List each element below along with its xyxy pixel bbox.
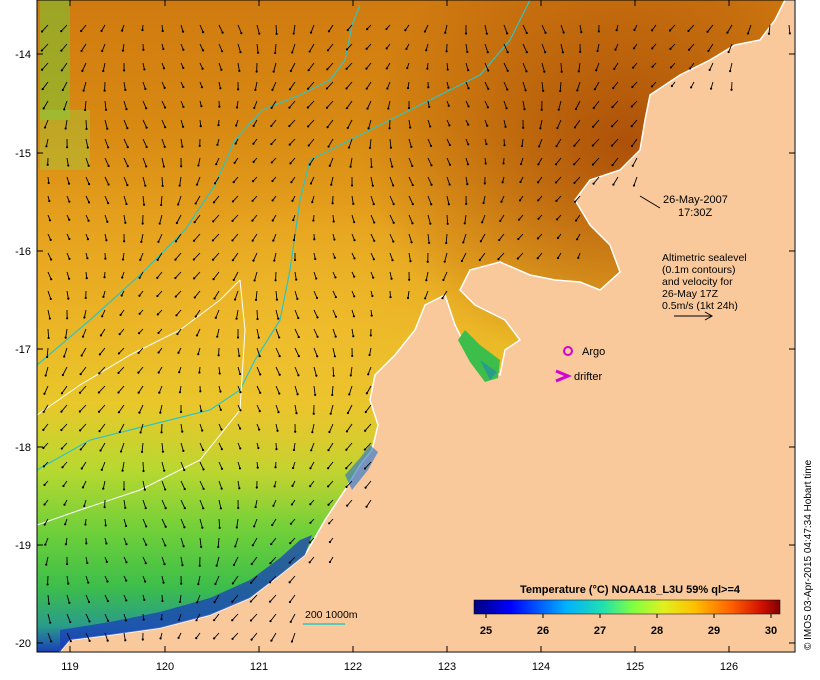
- plot-frame: [36, 0, 796, 653]
- y-tick-label: -17: [15, 344, 31, 356]
- isobath-1000m: [37, 0, 531, 471]
- time-label: 17:30Z: [678, 207, 713, 219]
- x-tick-label: 126: [720, 661, 738, 673]
- x-tick-label: 121: [250, 661, 268, 673]
- y-tick-label: -18: [15, 442, 31, 454]
- y-tick-label: -15: [15, 148, 31, 160]
- x-tick-label: 122: [344, 661, 362, 673]
- credit-text: © IMOS 03-Apr-2015 04:47:34 Hobart time: [803, 459, 814, 650]
- argo-label: Argo: [582, 346, 605, 358]
- drifter-marker: [555, 369, 572, 383]
- colorbar-tick-label: 25: [480, 625, 492, 637]
- legend-line-1: Altimetric sealevel: [662, 252, 747, 264]
- y-tick-label: -19: [15, 540, 31, 552]
- colorbar-title: Temperature (°C) NOAA18_L3U 59% ql>=4: [520, 584, 741, 596]
- date-label: 26-May-2007: [663, 194, 728, 206]
- drifter-label: drifter: [574, 371, 602, 383]
- x-tick-label: 124: [532, 661, 550, 673]
- colorbar: [473, 599, 781, 615]
- velocity-arrows: [40, 24, 791, 643]
- x-tick-label: 125: [626, 661, 644, 673]
- colorbar-tick-label: 27: [594, 625, 606, 637]
- colorbar-tick-label: 26: [537, 625, 549, 637]
- colorbar-tick-label: 29: [708, 625, 720, 637]
- isobath-legend-label: 200 1000m: [305, 609, 358, 621]
- y-tick-label: -20: [15, 638, 31, 650]
- legend-line-4: 26-May 17Z: [662, 288, 719, 300]
- argo-marker: [563, 346, 573, 356]
- colorbar-tick-label: 28: [651, 625, 663, 637]
- legend-line-2: (0.1m contours): [662, 264, 736, 276]
- x-tick-label: 123: [438, 661, 456, 673]
- y-tick-label: -14: [15, 49, 31, 61]
- isobath-200m: [37, 4, 361, 366]
- y-tick-label: -16: [15, 246, 31, 258]
- colorbar-tick-label: 30: [765, 625, 777, 637]
- legend-line-3: and velocity for: [662, 276, 733, 288]
- x-tick-label: 120: [156, 661, 174, 673]
- legend-line-5: 0.5m/s (1kt 24h): [662, 300, 738, 312]
- x-tick-label: 119: [61, 661, 79, 673]
- scale-arrow: [674, 311, 714, 321]
